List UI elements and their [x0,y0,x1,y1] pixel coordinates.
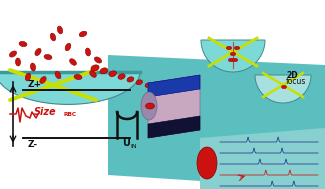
Ellipse shape [94,57,102,63]
Ellipse shape [9,51,17,57]
Ellipse shape [281,85,287,89]
Ellipse shape [79,31,87,37]
Text: IN: IN [130,144,136,149]
Ellipse shape [57,26,63,34]
Ellipse shape [234,46,240,50]
Ellipse shape [85,48,91,56]
Ellipse shape [146,103,154,109]
Text: U: U [122,138,130,148]
Polygon shape [200,128,325,189]
Ellipse shape [19,41,27,46]
Ellipse shape [109,71,116,77]
Text: Z+: Z+ [28,80,42,89]
Ellipse shape [226,46,232,50]
Ellipse shape [136,80,143,85]
Polygon shape [108,55,325,189]
Ellipse shape [50,33,56,41]
Ellipse shape [90,71,96,77]
Ellipse shape [35,48,41,56]
Ellipse shape [91,65,99,71]
Polygon shape [201,40,265,72]
Ellipse shape [145,83,151,88]
Text: Z-: Z- [28,140,38,149]
Ellipse shape [31,63,35,71]
Ellipse shape [127,77,134,82]
Ellipse shape [197,147,217,179]
Ellipse shape [228,58,234,62]
Ellipse shape [118,74,125,79]
Ellipse shape [141,92,157,120]
Ellipse shape [40,77,46,84]
Ellipse shape [230,52,236,56]
Text: 2D: 2D [286,71,298,80]
Ellipse shape [55,71,61,79]
Ellipse shape [74,74,82,80]
Ellipse shape [44,54,52,60]
Ellipse shape [25,73,31,81]
Polygon shape [255,75,311,103]
Polygon shape [148,75,200,138]
Ellipse shape [100,68,108,74]
Ellipse shape [65,43,71,51]
Text: RBC: RBC [63,112,76,116]
Polygon shape [0,72,140,104]
Ellipse shape [232,58,238,62]
Polygon shape [148,116,200,138]
Ellipse shape [154,86,160,90]
Text: Size: Size [34,107,57,117]
Polygon shape [148,75,200,97]
Ellipse shape [70,59,76,65]
Ellipse shape [16,58,20,66]
Text: focus: focus [286,77,306,86]
